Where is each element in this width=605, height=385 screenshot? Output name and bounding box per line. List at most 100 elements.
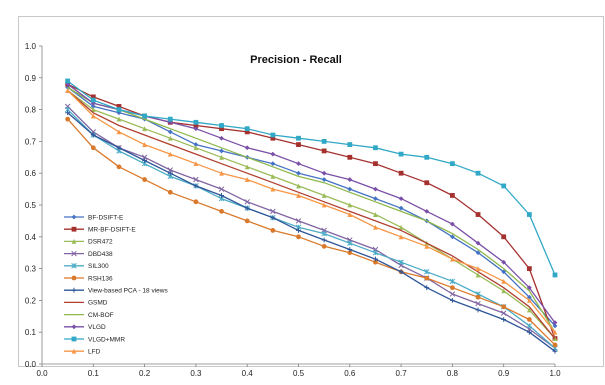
legend-label: RSH136 bbox=[88, 275, 113, 282]
legend-label: VLGD+MMR bbox=[88, 336, 125, 343]
legend-entry: SIL300 bbox=[64, 263, 109, 270]
data-point bbox=[321, 243, 327, 249]
data-point bbox=[219, 126, 224, 132]
data-point bbox=[347, 202, 353, 208]
x-tick-label: 0.7 bbox=[396, 369, 408, 378]
data-point bbox=[347, 212, 353, 217]
series-DBD438 bbox=[64, 103, 558, 351]
data-point bbox=[347, 186, 353, 192]
data-point bbox=[244, 218, 250, 224]
data-point bbox=[90, 94, 96, 100]
legend-entry: RSH136 bbox=[64, 275, 113, 282]
legend-marker bbox=[71, 250, 77, 257]
data-point bbox=[270, 132, 276, 138]
data-point bbox=[424, 275, 430, 281]
x-tick-label: 1.0 bbox=[549, 369, 561, 378]
data-point bbox=[501, 317, 507, 322]
data-point bbox=[347, 177, 353, 182]
data-point bbox=[475, 250, 481, 256]
legend: BF-DSIFT-E MR-BF-DSIFT-E DSR472 DBD438 SIL30… bbox=[64, 214, 168, 356]
data-point bbox=[501, 304, 507, 310]
data-point bbox=[116, 145, 122, 151]
series-line bbox=[67, 86, 556, 333]
data-point bbox=[373, 256, 378, 262]
legend-marker bbox=[71, 324, 77, 330]
data-point bbox=[321, 230, 327, 237]
series-LFD bbox=[65, 88, 558, 335]
data-point bbox=[90, 107, 96, 112]
data-point bbox=[501, 234, 507, 240]
data-point bbox=[90, 145, 96, 151]
data-point bbox=[373, 212, 378, 217]
data-point bbox=[526, 266, 532, 271]
legend-label: BF-DSIFT-E bbox=[88, 214, 124, 221]
data-point bbox=[500, 310, 507, 316]
data-point bbox=[450, 221, 455, 227]
data-point bbox=[552, 320, 558, 326]
data-point bbox=[90, 100, 96, 106]
legend-label: DBD438 bbox=[88, 251, 113, 258]
data-point bbox=[424, 285, 430, 291]
data-point bbox=[373, 161, 378, 167]
data-point bbox=[142, 177, 148, 182]
data-point bbox=[244, 126, 250, 132]
data-point bbox=[526, 323, 533, 329]
data-point bbox=[219, 170, 224, 176]
legend-entry: LFD bbox=[64, 349, 101, 356]
data-point bbox=[398, 269, 404, 275]
x-tick-label: 0.8 bbox=[447, 369, 459, 378]
data-point bbox=[193, 183, 199, 189]
data-point bbox=[296, 161, 301, 167]
legend-marker bbox=[71, 275, 77, 281]
y-tick-label: 0.4 bbox=[25, 233, 37, 242]
data-point bbox=[219, 148, 224, 154]
legend-label: LFD bbox=[88, 349, 101, 356]
data-point bbox=[116, 129, 122, 135]
data-point bbox=[450, 285, 455, 291]
data-point bbox=[372, 249, 379, 256]
data-point bbox=[90, 104, 96, 109]
data-point bbox=[244, 145, 250, 151]
data-point bbox=[423, 269, 430, 275]
axes-layer: 0.0 0.1 0.2 0.3 0.4 0.5 0.6 0.7 0.8 0.9 1.0 0.0 0.1 0… bbox=[25, 42, 561, 378]
data-point bbox=[501, 278, 507, 284]
data-point bbox=[475, 300, 481, 307]
data-point bbox=[526, 212, 532, 217]
series-line bbox=[67, 80, 556, 276]
data-point bbox=[142, 158, 147, 163]
legend-marker bbox=[71, 287, 77, 293]
data-point bbox=[526, 294, 532, 300]
chart-title: Precision - Recall bbox=[250, 54, 342, 66]
data-point bbox=[295, 218, 302, 224]
data-point bbox=[219, 123, 224, 128]
data-point bbox=[193, 145, 199, 151]
data-point bbox=[475, 294, 481, 300]
data-point bbox=[321, 237, 327, 243]
data-point bbox=[321, 148, 327, 154]
series-line bbox=[67, 90, 556, 333]
legend-marker bbox=[71, 226, 77, 232]
data-point bbox=[475, 170, 481, 176]
data-point bbox=[270, 151, 276, 157]
y-tick-label: 0.0 bbox=[25, 360, 37, 369]
data-point bbox=[65, 84, 71, 90]
data-point bbox=[552, 323, 558, 329]
legend-entry: DSR472 bbox=[64, 239, 113, 246]
data-point bbox=[116, 164, 122, 170]
data-point bbox=[193, 123, 199, 128]
data-point bbox=[475, 272, 481, 278]
data-point bbox=[167, 135, 173, 141]
data-point bbox=[398, 170, 404, 176]
data-point bbox=[501, 288, 507, 294]
legend-label: VLGD bbox=[88, 324, 106, 331]
legend-entry: MR-BF-DSIFT-E bbox=[64, 227, 136, 234]
data-point bbox=[296, 234, 301, 240]
data-point bbox=[90, 113, 96, 119]
series-VLGD+MMR bbox=[65, 78, 558, 278]
data-point bbox=[450, 161, 455, 167]
legend-label: SIL300 bbox=[88, 263, 109, 270]
data-point bbox=[167, 129, 173, 135]
data-point bbox=[244, 164, 250, 170]
data-point bbox=[450, 234, 455, 240]
